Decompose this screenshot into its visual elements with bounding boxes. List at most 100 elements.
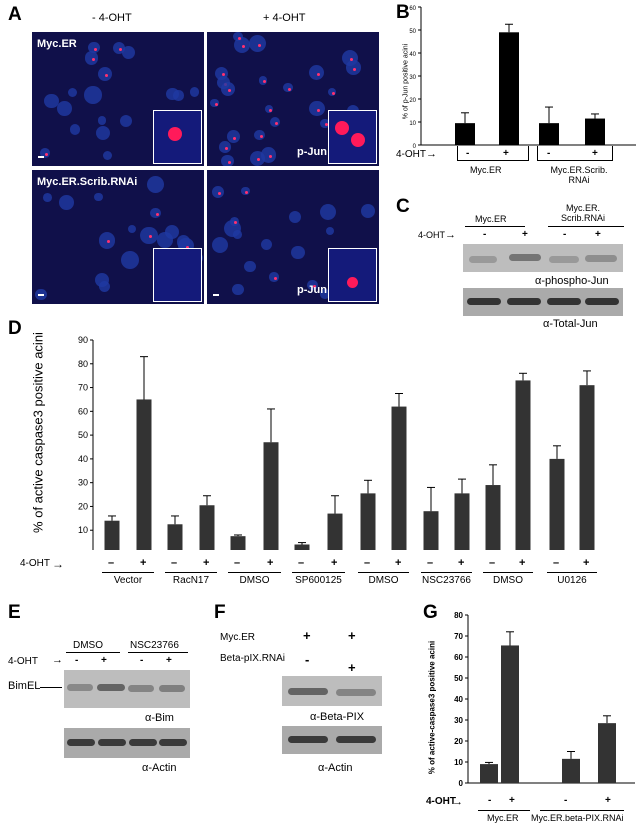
cell-nucleus bbox=[320, 289, 330, 299]
pjun-signal bbox=[104, 74, 108, 78]
e-sign-3: - bbox=[140, 655, 144, 666]
y-tick-label: 80 bbox=[454, 611, 463, 620]
cell-nucleus bbox=[40, 148, 50, 159]
scale-bar bbox=[38, 156, 44, 158]
y-tick-label: 20 bbox=[409, 98, 416, 104]
panel-letter-f: F bbox=[214, 602, 226, 623]
inset bbox=[153, 248, 202, 302]
cell-nucleus bbox=[97, 116, 107, 125]
cell-nucleus bbox=[98, 231, 116, 249]
c-arrow: → bbox=[445, 229, 456, 241]
pjun-signal bbox=[350, 58, 354, 62]
e-sign-4: + bbox=[166, 655, 172, 666]
blot-bim bbox=[64, 670, 190, 708]
pjun-signal bbox=[324, 123, 328, 127]
d-sign: + bbox=[267, 557, 274, 569]
g-sign-3: - bbox=[564, 795, 568, 806]
y-tick-label: 60 bbox=[454, 653, 463, 662]
d-group-label: U0126 bbox=[557, 575, 587, 586]
bar bbox=[562, 758, 580, 783]
pjun-signal bbox=[312, 285, 316, 289]
pjun-signal bbox=[257, 158, 261, 162]
d-sign: + bbox=[458, 557, 465, 569]
cell-nucleus bbox=[150, 207, 161, 219]
panel-letter-b: B bbox=[396, 2, 410, 23]
d-sign: + bbox=[203, 557, 210, 569]
chart-d: 0 10 20 30 40 50 60 70 80 90 bbox=[78, 335, 595, 550]
pjun-signal bbox=[332, 92, 336, 96]
pjun-signal bbox=[238, 36, 242, 40]
chart-g-ylabel: % of active-caspase3 positive acini bbox=[427, 640, 437, 775]
d-group-label: SP600125 bbox=[295, 575, 342, 586]
pjun-signal bbox=[245, 191, 249, 195]
cell-nucleus bbox=[58, 194, 74, 210]
y-tick-label: 90 bbox=[78, 335, 88, 345]
y-tick-label: 10 bbox=[78, 525, 88, 535]
chart-b-ylabel: % of p-Jun positive acini bbox=[402, 43, 410, 120]
pjun-signal bbox=[227, 161, 231, 165]
b-sign-2: + bbox=[503, 148, 509, 159]
f-blot-label-2: α-Actin bbox=[318, 762, 353, 774]
cell-nucleus bbox=[249, 35, 267, 52]
inset bbox=[328, 248, 377, 302]
y-tick-label: 60 bbox=[409, 6, 416, 12]
cell-nucleus bbox=[283, 83, 293, 93]
y-tick-label: 30 bbox=[409, 75, 416, 81]
cell-nucleus bbox=[341, 50, 359, 67]
d-group-bracket bbox=[292, 572, 345, 573]
blot-actin-f bbox=[282, 726, 382, 754]
row-label-scrib: Myc.ER.Scrib.RNAi bbox=[37, 176, 138, 188]
cell-nucleus bbox=[211, 236, 229, 254]
d-group-bracket bbox=[421, 572, 472, 573]
cell-nucleus bbox=[189, 87, 200, 97]
g-arrow: → bbox=[452, 796, 463, 808]
col-header-plus: + 4-OHT bbox=[263, 12, 306, 24]
y-tick-label: 40 bbox=[454, 695, 463, 704]
pjun-signal bbox=[221, 73, 225, 77]
b-sign-3: - bbox=[547, 148, 551, 159]
e-band-label: BimEL bbox=[8, 680, 41, 692]
b-treatment: 4-OHT bbox=[396, 149, 426, 160]
inset bbox=[328, 110, 377, 164]
panel-letter-d: D bbox=[8, 318, 22, 339]
d-sign: – bbox=[364, 557, 371, 569]
e-treatment: 4-OHT bbox=[8, 656, 38, 667]
bar bbox=[454, 493, 470, 550]
pjun-signal bbox=[155, 213, 159, 217]
cell-nucleus bbox=[325, 226, 335, 236]
micrograph-mycer-plus: p-Jun bbox=[207, 32, 379, 166]
pjun-signal bbox=[106, 240, 110, 244]
d-group-label: Vector bbox=[113, 575, 143, 586]
cell-nucleus bbox=[291, 245, 305, 259]
c-sign-2: + bbox=[522, 229, 528, 240]
c-sign-4: + bbox=[595, 229, 601, 240]
b-bracket-2 bbox=[537, 146, 613, 161]
cell-nucleus bbox=[212, 185, 224, 198]
pjun-signal bbox=[233, 136, 237, 140]
c-treatment: 4-OHT bbox=[418, 230, 445, 240]
cell-nucleus bbox=[244, 260, 256, 273]
pjun-signal bbox=[262, 80, 266, 84]
pjun-signal bbox=[268, 108, 272, 112]
e-arrow: → bbox=[52, 654, 63, 666]
cell-nucleus bbox=[173, 90, 184, 101]
pjun-signal bbox=[186, 245, 190, 249]
d-sign: + bbox=[519, 557, 526, 569]
cell-nucleus bbox=[147, 176, 165, 194]
y-tick-label: 50 bbox=[409, 29, 416, 35]
y-tick-label: 40 bbox=[78, 454, 88, 464]
pjun-signal bbox=[93, 47, 97, 51]
cell-nucleus bbox=[260, 238, 273, 251]
pjun-signal bbox=[218, 191, 222, 195]
y-tick-label: 10 bbox=[409, 121, 416, 127]
cell-nucleus bbox=[113, 41, 126, 55]
bar bbox=[598, 723, 616, 783]
y-tick-label: 30 bbox=[454, 716, 463, 725]
cell-nucleus bbox=[261, 147, 277, 163]
e-blot-label-1: α-Bim bbox=[145, 712, 174, 724]
d-group-label: NSC23766 bbox=[422, 575, 471, 586]
e-blot-label-2: α-Actin bbox=[142, 762, 177, 774]
cell-nucleus bbox=[128, 224, 137, 233]
bar bbox=[539, 123, 559, 145]
micrograph-scrib-plus: p-Jun bbox=[207, 170, 379, 304]
